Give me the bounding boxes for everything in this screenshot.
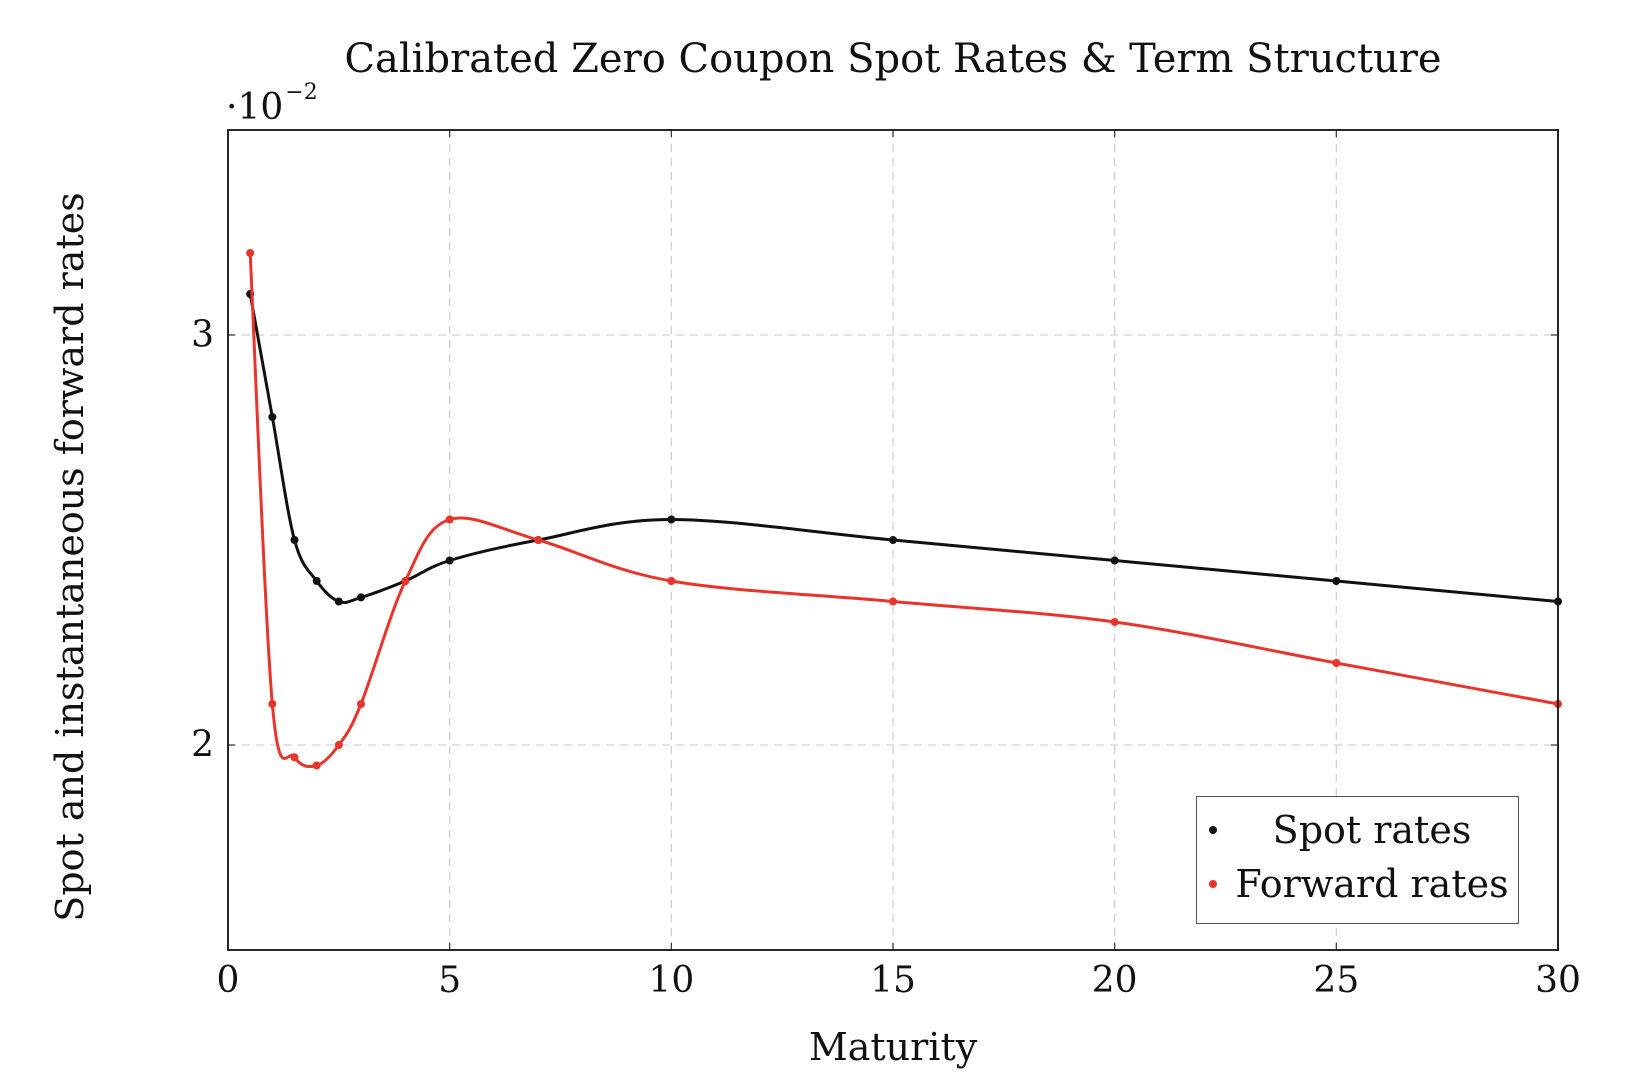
legend-label-spot: Spot rates [1272,808,1472,852]
spot-rates-point [290,536,299,544]
spot-rates-point [445,556,454,565]
spot-rates-point [268,413,277,421]
x-tick-label: 5 [438,960,462,1001]
forward-rates-point [534,536,543,544]
forward-rates-point [1110,618,1119,626]
spot-rates-point [889,536,897,544]
forward-rates-point [334,741,343,749]
spot-rates-point [312,577,321,585]
chart-title: Calibrated Zero Coupon Spot Rates & Term… [344,36,1442,82]
spot-rates-point [1110,556,1119,565]
spot-rates-line [248,293,1559,604]
x-tick-label: 10 [648,960,695,1001]
y-scale-exponent: −2 [285,80,318,105]
forward-rates-point [1332,659,1341,667]
spot-rates-point [1332,577,1341,585]
forward-rates-point [889,597,897,606]
y-scale-base: ·10 [226,87,284,128]
x-tick-label: 25 [1313,960,1360,1001]
y-tick-label: 2 [191,724,214,766]
forward-rates-point [312,761,321,770]
x-tick-label: 0 [216,960,240,1001]
forward-rates-point [268,700,277,708]
y-scale-multiplier: ·10−2 [226,80,318,128]
forward-rates-line [248,252,1559,769]
spot-rates-point [667,515,676,524]
legend-item-forward: Forward rates [1197,859,1518,909]
y-tick-label: 3 [191,314,214,356]
forward-rates-point [667,577,676,585]
legend-item-spot: Spot rates [1197,805,1518,855]
x-tick-label: 15 [870,960,916,1001]
legend: Spot rates Forward rates [1196,796,1519,924]
x-tick-label: 30 [1535,960,1581,1001]
legend-marker-spot [1209,826,1217,834]
spot-rates-point [357,593,365,602]
legend-label-forward: Forward rates [1235,862,1509,906]
x-tick-label: 20 [1091,960,1138,1001]
plot-frame [227,129,1559,951]
forward-rates-point [246,249,255,257]
x-axis-label: Maturity [808,1025,978,1069]
forward-rates-point [401,577,410,585]
y-axis-label: Spot and instantaneous forward rates [48,192,92,922]
forward-rates-point [445,515,454,524]
forward-rates-point [290,753,299,762]
spot-rates-point [334,597,343,606]
legend-marker-forward [1209,880,1217,888]
forward-rates-point [357,700,365,708]
